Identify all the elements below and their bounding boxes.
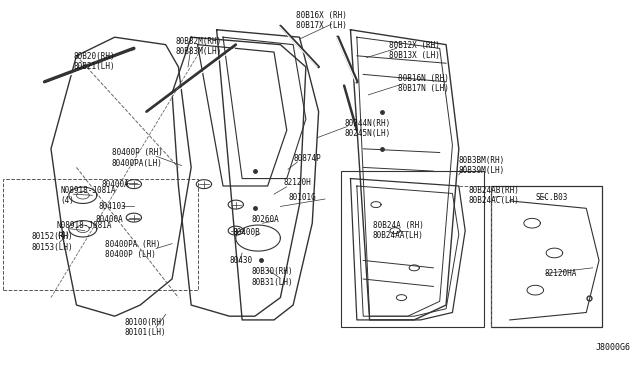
Text: 80400A: 80400A xyxy=(102,180,130,189)
Text: 82120HA: 82120HA xyxy=(545,269,577,278)
Text: 80101G: 80101G xyxy=(289,193,316,202)
Text: 80244N(RH)
80245N(LH): 80244N(RH) 80245N(LH) xyxy=(344,119,390,138)
Text: 80B24A (RH)
80B24AA(LH): 80B24A (RH) 80B24AA(LH) xyxy=(372,221,424,240)
Text: 80B16X (RH)
80B17X (LH): 80B16X (RH) 80B17X (LH) xyxy=(296,11,347,30)
Text: 80874P: 80874P xyxy=(293,154,321,163)
Bar xyxy=(3,179,198,290)
Text: 80100(RH)
80101(LH): 80100(RH) 80101(LH) xyxy=(124,318,166,337)
Text: 80400B: 80400B xyxy=(232,228,260,237)
Text: 80400A: 80400A xyxy=(95,215,124,224)
Text: 80B30(RH)
80B31(LH): 80B30(RH) 80B31(LH) xyxy=(252,267,293,287)
Text: 80400PA (RH)
80400P (LH): 80400PA (RH) 80400P (LH) xyxy=(105,240,161,259)
Bar xyxy=(491,186,602,327)
Text: 80260A: 80260A xyxy=(252,215,280,224)
Text: 80B16N (RH)
80B17N (LH): 80B16N (RH) 80B17N (LH) xyxy=(398,74,449,93)
Text: 80B12X (RH)
80B13X (LH): 80B12X (RH) 80B13X (LH) xyxy=(388,41,440,60)
Text: 80B24AB(RH)
80B24AC(LH): 80B24AB(RH) 80B24AC(LH) xyxy=(468,186,519,205)
Text: 80400P (RH)
80400PA(LH): 80400P (RH) 80400PA(LH) xyxy=(111,148,163,168)
Text: J8000G6: J8000G6 xyxy=(596,343,631,352)
Text: 80430: 80430 xyxy=(229,256,253,265)
Text: 80152(RH)
80153(LH): 80152(RH) 80153(LH) xyxy=(32,232,74,251)
Text: 80B3BM(RH)
80B39M(LH): 80B3BM(RH) 80B39M(LH) xyxy=(459,156,505,175)
Text: 804103: 804103 xyxy=(99,202,127,211)
Text: N08918-J081A
(4): N08918-J081A (4) xyxy=(61,186,116,205)
Text: SEC.B03: SEC.B03 xyxy=(535,193,568,202)
Text: 80B20(RH)
80B21(LH): 80B20(RH) 80B21(LH) xyxy=(74,52,115,71)
Text: 82120H: 82120H xyxy=(284,178,311,187)
Bar xyxy=(341,171,484,327)
Text: 80B82M(RH)
80B83M(LH): 80B82M(RH) 80B83M(LH) xyxy=(175,37,221,56)
Text: N08918-J081A
(4): N08918-J081A (4) xyxy=(56,221,111,240)
